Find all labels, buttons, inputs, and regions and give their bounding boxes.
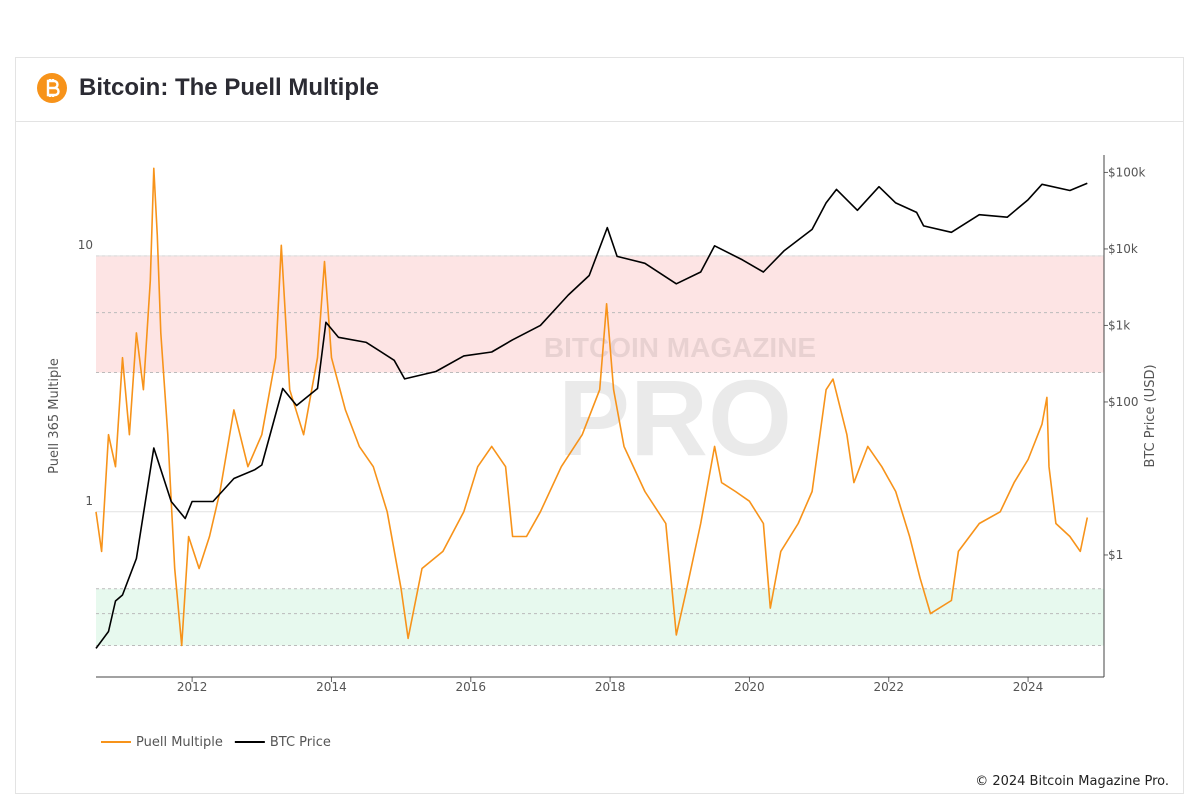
watermark: BITCOIN MAGAZINE — [544, 332, 816, 363]
header: Bitcoin: The Puell Multiple — [16, 58, 1183, 122]
chart-title: Bitcoin: The Puell Multiple — [79, 74, 379, 101]
y2-axis-label: BTC Price (USD) — [1143, 364, 1158, 467]
series-line — [95, 182, 1088, 649]
legend-label: Puell Multiple — [136, 735, 223, 750]
y2-tick-label: $100 — [1108, 395, 1139, 409]
x-tick-label: 2016 — [456, 680, 487, 694]
y2-tick-label: $100k — [1108, 165, 1146, 179]
threshold-band — [96, 255, 1104, 373]
x-tick-label: 2020 — [734, 680, 765, 694]
threshold-band — [96, 588, 1104, 646]
chart-card: Bitcoin: The Puell Multiple © 2024 Bitco… — [15, 57, 1184, 794]
x-tick-label: 2012 — [177, 680, 208, 694]
y2-tick-label: $1k — [1108, 318, 1130, 332]
y-tick-label: 10 — [78, 238, 93, 252]
y2-tick-label: $1 — [1108, 548, 1123, 562]
watermark: PRO — [558, 357, 792, 478]
x-tick-label: 2014 — [316, 680, 347, 694]
y-axis-label: Puell 365 Multiple — [47, 358, 62, 474]
legend-label: BTC Price — [270, 735, 331, 750]
x-tick-label: 2018 — [595, 680, 626, 694]
series-line — [95, 167, 1089, 647]
y-tick-label: 1 — [85, 494, 93, 508]
x-tick-label: 2022 — [873, 680, 904, 694]
x-tick-label: 2024 — [1013, 680, 1044, 694]
y2-tick-label: $10k — [1108, 242, 1138, 256]
footer: © 2024 Bitcoin Magazine Pro. — [975, 774, 1169, 789]
bitcoin-icon — [37, 73, 67, 103]
